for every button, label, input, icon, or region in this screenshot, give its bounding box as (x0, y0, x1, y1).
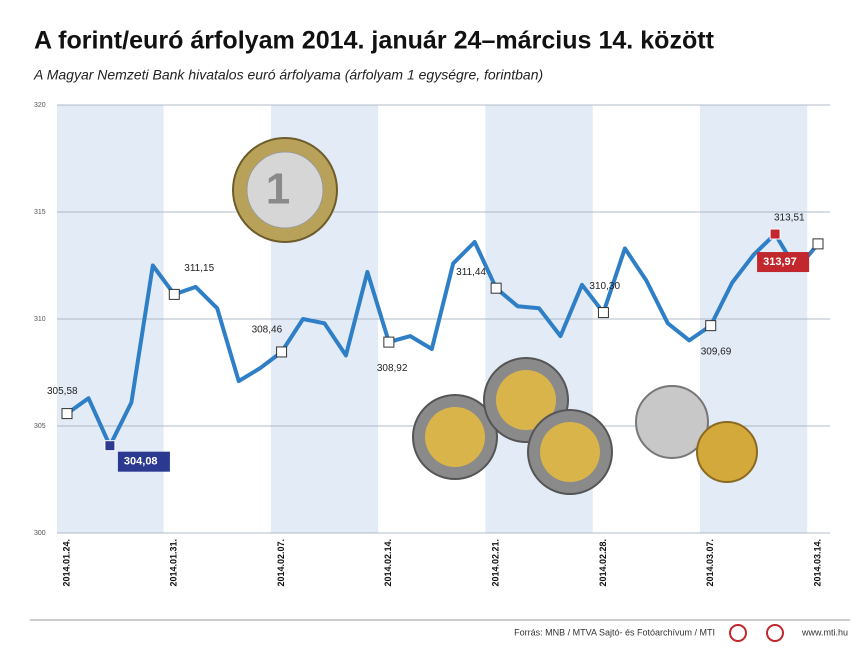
value-label: 313,51 (774, 213, 805, 224)
value-label: 308,92 (377, 363, 408, 374)
x-tick-label: 2014.01.24. (61, 539, 71, 587)
source: Forrás: MNB / MTVA Sajtó- és Fotóarchívu… (514, 627, 715, 637)
y-tick-label: 320 (34, 102, 46, 109)
value-label: 308,46 (252, 325, 283, 336)
chart-title: A forint/euró árfolyam 2014. január 24–m… (34, 27, 715, 55)
value-label: 309,69 (701, 346, 732, 357)
chart-subtitle: A Magyar Nemzeti Bank hivatalos euró árf… (33, 67, 543, 83)
x-tick-label: 2014.02.21. (491, 539, 501, 587)
x-tick-label: 2014.02.07. (276, 539, 286, 587)
value-label: 313,97 (763, 256, 797, 268)
x-tick-label: 2014.02.28. (598, 539, 608, 587)
value-label: 311,15 (184, 263, 214, 274)
logo (729, 624, 747, 642)
point-marker (104, 440, 116, 452)
y-tick-label: 310 (34, 316, 46, 323)
x-tick-label: 2014.03.07. (705, 539, 715, 587)
point-marker (597, 307, 609, 319)
svg-text:1: 1 (266, 165, 290, 214)
value-label-box (117, 451, 170, 472)
point-marker (276, 346, 288, 358)
value-label: 305,58 (47, 386, 78, 397)
value-label-box (757, 252, 810, 273)
value-label: 304,08 (124, 456, 158, 468)
forint-coins (412, 357, 758, 495)
euro-coin: 1 (232, 137, 338, 243)
x-tick-label: 2014.03.14. (812, 539, 822, 587)
y-tick-label: 300 (34, 530, 46, 537)
point-marker (812, 238, 824, 250)
y-tick-label: 305 (34, 423, 46, 430)
x-tick-label: 2014.01.31. (169, 539, 179, 587)
point-marker (769, 228, 781, 240)
point-marker (168, 288, 180, 300)
x-tick-label: 2014.02.14. (383, 539, 393, 587)
point-marker (61, 408, 73, 420)
website: www.mti.hu (801, 627, 848, 637)
rate-line (65, 232, 820, 448)
logo (766, 624, 784, 642)
value-label: 311,44 (456, 267, 486, 278)
value-label: 310,30 (589, 281, 620, 292)
point-marker (490, 282, 502, 294)
y-tick-label: 315 (34, 209, 46, 216)
point-marker (705, 320, 717, 332)
point-marker (383, 336, 395, 348)
